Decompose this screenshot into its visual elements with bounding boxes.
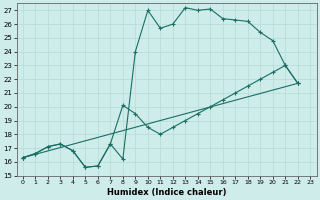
- X-axis label: Humidex (Indice chaleur): Humidex (Indice chaleur): [107, 188, 226, 197]
